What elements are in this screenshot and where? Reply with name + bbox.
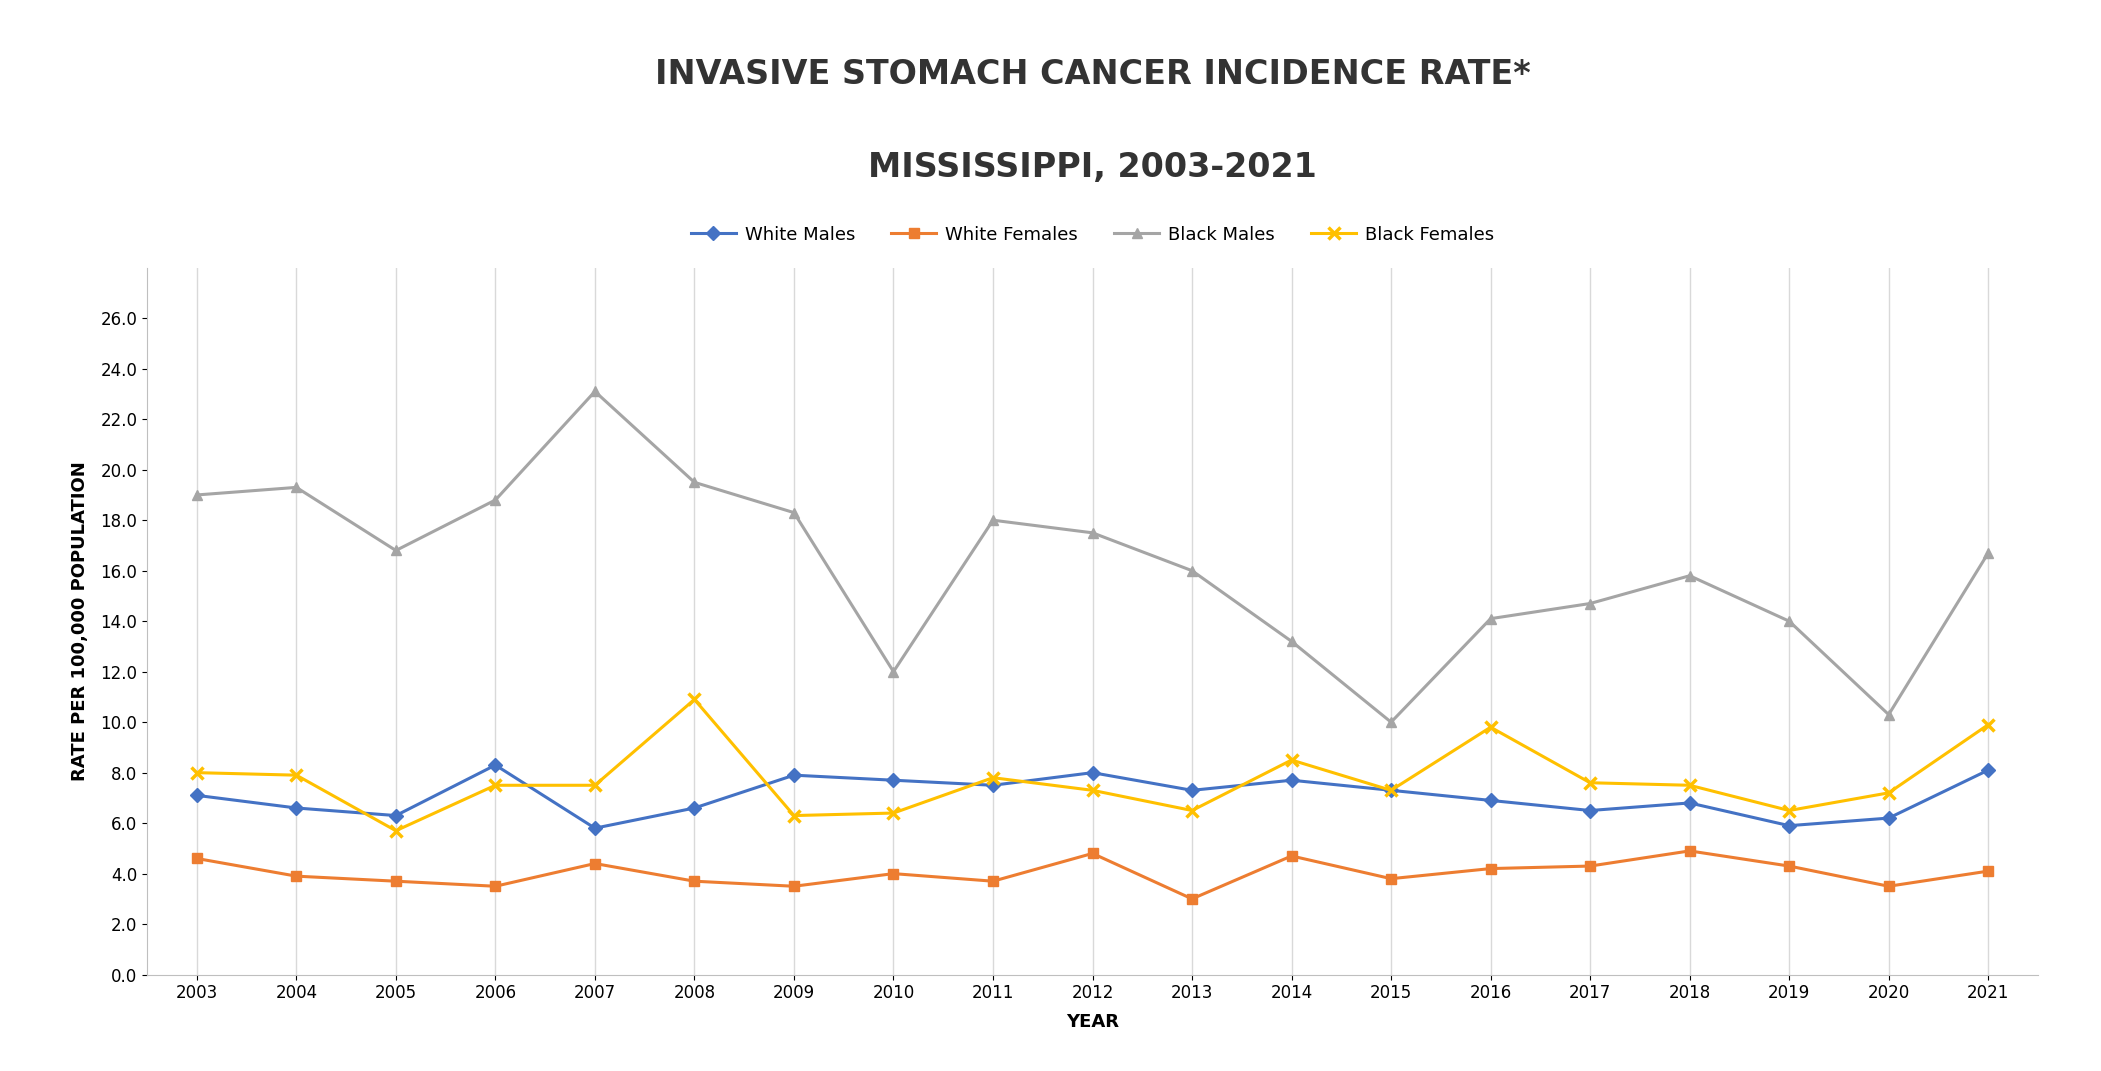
- Black Males: [880, 665, 906, 678]
- White Males: [582, 821, 607, 834]
- Black Females: [382, 825, 408, 838]
- Black Females: [1777, 804, 1803, 817]
- White Males: [683, 801, 708, 814]
- Black Males: [1280, 635, 1305, 648]
- Black Females: [1378, 784, 1403, 797]
- White Males: [1280, 773, 1305, 786]
- White Females: [1677, 844, 1702, 857]
- Black Males: [1080, 527, 1105, 540]
- White Males: [284, 801, 309, 814]
- Line: White Females: White Females: [191, 846, 1994, 904]
- White Females: [185, 853, 210, 865]
- White Females: [981, 875, 1006, 888]
- White Females: [1477, 862, 1502, 875]
- White Females: [1578, 860, 1603, 873]
- White Males: [880, 773, 906, 786]
- Black Males: [185, 488, 210, 501]
- Black Males: [582, 386, 607, 398]
- White Males: [1975, 764, 2000, 776]
- Black Females: [185, 766, 210, 779]
- White Females: [582, 857, 607, 870]
- Black Females: [1280, 754, 1305, 767]
- White Males: [1677, 797, 1702, 810]
- White Males: [981, 779, 1006, 791]
- Line: Black Females: Black Females: [191, 693, 1994, 836]
- Black Males: [1378, 715, 1403, 728]
- White Males: [1578, 804, 1603, 817]
- White Males: [1179, 784, 1204, 797]
- White Females: [382, 875, 408, 888]
- Black Males: [782, 507, 807, 519]
- Text: MISSISSIPPI, 2003-2021: MISSISSIPPI, 2003-2021: [868, 151, 1317, 184]
- White Females: [1975, 864, 2000, 877]
- White Females: [1876, 880, 1901, 893]
- White Males: [1777, 819, 1803, 832]
- White Females: [683, 875, 708, 888]
- Black Females: [1477, 721, 1502, 734]
- Line: White Males: White Males: [191, 760, 1994, 833]
- White Females: [483, 880, 508, 893]
- White Males: [1080, 766, 1105, 779]
- Black Males: [1876, 708, 1901, 721]
- White Females: [1280, 849, 1305, 862]
- White Females: [284, 870, 309, 883]
- White Males: [185, 789, 210, 802]
- Black Females: [284, 769, 309, 782]
- Black Males: [1578, 598, 1603, 610]
- Text: INVASIVE STOMACH CANCER INCIDENCE RATE*: INVASIVE STOMACH CANCER INCIDENCE RATE*: [656, 58, 1530, 91]
- Legend: White Males, White Females, Black Males, Black Females: White Males, White Females, Black Males,…: [683, 218, 1502, 251]
- Black Males: [1975, 546, 2000, 559]
- Black Males: [382, 544, 408, 557]
- Black Males: [683, 476, 708, 488]
- White Males: [483, 758, 508, 771]
- White Females: [1080, 847, 1105, 860]
- Black Females: [1179, 804, 1204, 817]
- Black Females: [1578, 776, 1603, 789]
- Black Females: [1677, 779, 1702, 791]
- Black Males: [1677, 570, 1702, 583]
- Black Females: [782, 810, 807, 823]
- Black Males: [1477, 613, 1502, 625]
- X-axis label: YEAR: YEAR: [1065, 1013, 1120, 1031]
- Black Females: [582, 779, 607, 791]
- Black Females: [1975, 719, 2000, 731]
- Line: Black Males: Black Males: [191, 387, 1994, 727]
- White Males: [1378, 784, 1403, 797]
- Black Males: [1777, 615, 1803, 628]
- White Males: [782, 769, 807, 782]
- White Females: [1777, 860, 1803, 873]
- Y-axis label: RATE PER 100,000 POPULATION: RATE PER 100,000 POPULATION: [71, 462, 88, 781]
- Black Females: [981, 771, 1006, 784]
- White Males: [382, 810, 408, 823]
- White Females: [1378, 872, 1403, 885]
- White Males: [1477, 794, 1502, 806]
- Black Females: [880, 806, 906, 819]
- Black Males: [483, 494, 508, 507]
- Black Males: [1179, 564, 1204, 577]
- Black Females: [683, 693, 708, 706]
- White Females: [880, 868, 906, 880]
- White Females: [1179, 892, 1204, 905]
- Black Females: [1876, 786, 1901, 799]
- White Males: [1876, 812, 1901, 825]
- Black Females: [1080, 784, 1105, 797]
- Black Males: [981, 514, 1006, 527]
- Black Females: [483, 779, 508, 791]
- Black Males: [284, 481, 309, 494]
- White Females: [782, 880, 807, 893]
